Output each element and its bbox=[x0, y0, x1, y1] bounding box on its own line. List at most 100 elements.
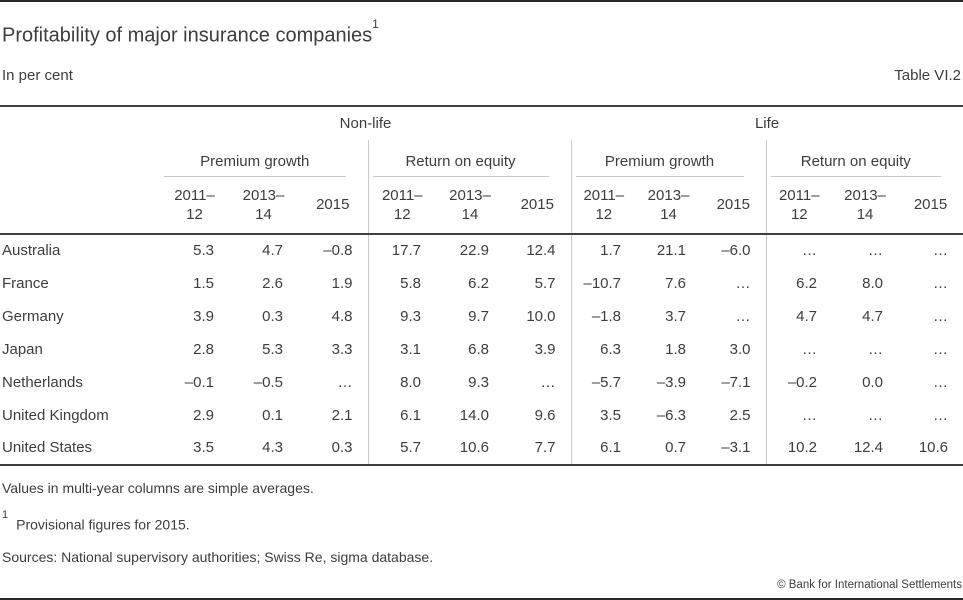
value-cell: 5.7 bbox=[534, 274, 556, 292]
value-cell: –0.8 bbox=[323, 242, 353, 260]
column-group-non-life: Non-life bbox=[339, 114, 392, 132]
year-column-header: 2015 bbox=[298, 176, 368, 235]
value-cell: 8.0 bbox=[862, 274, 884, 292]
value-cell: 1.7 bbox=[570, 233, 637, 267]
country-cell: France bbox=[2, 274, 49, 292]
value-cell: … bbox=[735, 307, 751, 325]
value-cell: 6.1 bbox=[367, 398, 436, 432]
subgroup-nonlife-return-on-equity: Return on equity bbox=[367, 139, 572, 177]
country-cell: Netherlands bbox=[2, 373, 83, 391]
value-cell: –6.0 bbox=[721, 242, 751, 260]
year-column-header: 2015 bbox=[504, 176, 572, 235]
note-averages: Values in multi-year columns are simple … bbox=[2, 479, 314, 496]
value-cell: 0.7 bbox=[665, 439, 687, 457]
table-reference: Table VI.2 bbox=[894, 66, 961, 84]
value-cell: … bbox=[735, 274, 751, 292]
value-cell: 2.5 bbox=[729, 406, 751, 424]
value-cell: 21.1 bbox=[656, 242, 687, 260]
year-column-header: 2013– 14 bbox=[436, 176, 504, 235]
footnote-marker: 1 bbox=[2, 508, 9, 521]
value-cell: 6.2 bbox=[468, 274, 489, 292]
table-row-united-kingdom: United Kingdom 2.9 0.1 2.1 6.1 14.0 9.6 3.5 –6.3… bbox=[0, 398, 963, 432]
value-cell: 5.7 bbox=[367, 431, 436, 465]
value-cell: –0.2 bbox=[765, 365, 833, 399]
subtitle-row: In per cent Table VI.2 bbox=[2, 66, 961, 84]
value-cell: 1.9 bbox=[331, 274, 353, 292]
unit-label: In per cent bbox=[2, 66, 73, 84]
country-cell: United Kingdom bbox=[2, 406, 109, 424]
value-cell: … bbox=[765, 233, 833, 267]
insurance-profitability-table: Non-life Life Premium growth Return on e… bbox=[0, 104, 963, 466]
value-cell: 0.1 bbox=[262, 406, 283, 424]
value-cell: 9.7 bbox=[468, 307, 489, 325]
value-cell: 10.2 bbox=[765, 431, 833, 465]
value-cell: 22.9 bbox=[459, 242, 489, 260]
value-cell: 4.7 bbox=[862, 307, 884, 325]
value-cell: 9.3 bbox=[367, 299, 436, 333]
value-cell: 3.1 bbox=[367, 332, 436, 366]
subgroup-life-premium-growth: Premium growth bbox=[570, 139, 767, 177]
copyright-notice: © Bank for International Settlements bbox=[777, 579, 962, 591]
category-header-row: Non-life Life bbox=[0, 106, 963, 140]
subgroup-label: Premium growth bbox=[575, 153, 744, 177]
value-cell: … bbox=[933, 373, 949, 391]
sources-note: Sources: National supervisory authoritie… bbox=[2, 549, 434, 566]
value-cell: 3.5 bbox=[193, 439, 214, 457]
value-cell: … bbox=[868, 406, 884, 424]
value-cell: –7.1 bbox=[721, 373, 751, 391]
table-row-united-states: United States 3.5 4.3 0.3 5.7 10.6 7.7 6.1 0.7 –3… bbox=[0, 431, 963, 465]
table-row-japan: Japan 2.8 5.3 3.3 3.1 6.8 3.9 6.3 1.8 3.0……… bbox=[0, 332, 963, 366]
value-cell: 6.2 bbox=[765, 266, 833, 300]
year-column-header: 2013– 14 bbox=[832, 176, 899, 235]
value-cell: 3.0 bbox=[729, 340, 751, 358]
year-column-header: 2015 bbox=[898, 176, 963, 235]
value-cell: 10.6 bbox=[459, 439, 489, 457]
value-cell: 7.7 bbox=[534, 439, 556, 457]
value-cell: 5.3 bbox=[262, 340, 283, 358]
value-cell: 2.6 bbox=[262, 274, 283, 292]
footnote-text: Provisional figures for 2015. bbox=[16, 516, 190, 533]
value-cell: 3.3 bbox=[331, 340, 353, 358]
value-cell: –10.7 bbox=[570, 266, 637, 300]
value-cell: 14.0 bbox=[459, 406, 489, 424]
value-cell: 1.8 bbox=[665, 340, 687, 358]
value-cell: … bbox=[933, 242, 949, 260]
value-cell: … bbox=[868, 242, 884, 260]
value-cell: 17.7 bbox=[367, 233, 436, 267]
value-cell: 8.0 bbox=[367, 365, 436, 399]
page-title-text: Profitability of major insurance compani… bbox=[2, 24, 373, 47]
column-group-life: Life bbox=[754, 114, 780, 132]
value-cell: 3.7 bbox=[665, 307, 687, 325]
value-cell: 0.3 bbox=[262, 307, 283, 325]
value-cell: –5.7 bbox=[570, 365, 637, 399]
value-cell: 2.8 bbox=[193, 340, 214, 358]
year-column-header: 2013– 14 bbox=[636, 176, 702, 235]
subgroup-label: Return on equity bbox=[372, 153, 549, 177]
value-cell: 4.8 bbox=[331, 307, 353, 325]
country-cell: United States bbox=[2, 439, 93, 457]
year-column-header: 2015 bbox=[701, 176, 767, 235]
value-cell: 9.3 bbox=[468, 373, 489, 391]
subgroup-label: Return on equity bbox=[770, 153, 942, 177]
value-cell: 6.1 bbox=[570, 431, 637, 465]
value-cell: 4.7 bbox=[262, 242, 283, 260]
value-cell: –0.5 bbox=[253, 373, 283, 391]
corner-cell bbox=[0, 106, 160, 140]
value-cell: 2.9 bbox=[193, 406, 214, 424]
value-cell: 5.3 bbox=[193, 242, 214, 260]
year-column-header: 2011– 12 bbox=[570, 176, 637, 235]
value-cell: 10.0 bbox=[526, 307, 556, 325]
year-column-header: 2011– 12 bbox=[367, 176, 436, 235]
value-cell: … bbox=[933, 340, 949, 358]
year-column-header: 2011– 12 bbox=[765, 176, 833, 235]
subgroup-nonlife-premium-growth: Premium growth bbox=[160, 140, 368, 177]
value-cell: 2.1 bbox=[331, 406, 353, 424]
country-cell: Australia bbox=[2, 242, 61, 260]
footnote-1: 1 Provisional figures for 2015. bbox=[2, 509, 961, 533]
value-cell: … bbox=[933, 274, 949, 292]
value-cell: 0.3 bbox=[331, 439, 353, 457]
metric-header-row: Premium growth Return on equity Premium … bbox=[0, 139, 963, 177]
value-cell: 10.6 bbox=[918, 439, 949, 457]
value-cell: 1.5 bbox=[193, 274, 214, 292]
year-column-header: 2011– 12 bbox=[160, 176, 229, 235]
